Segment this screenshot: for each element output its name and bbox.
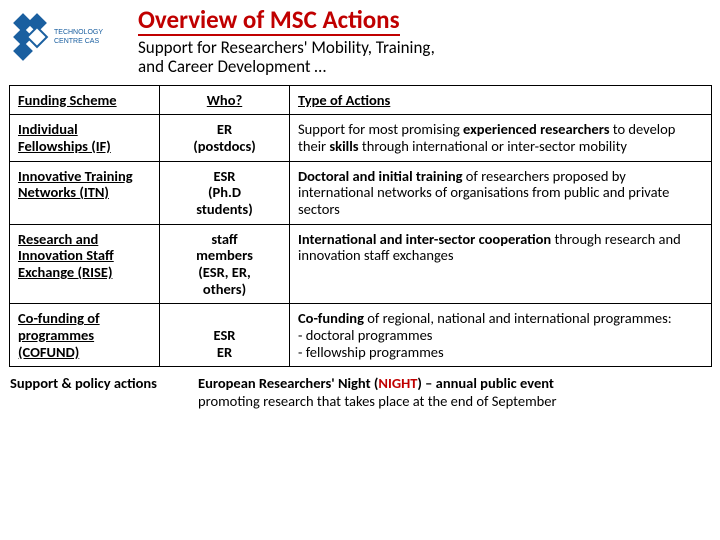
logo-text-1: TECHNOLOGY [54, 29, 103, 36]
cell-scheme: Individual Fellowships (IF) [10, 115, 160, 161]
cell-who: staff members (ESR, ER, others) [160, 224, 290, 304]
cell-type: Co-funding of regional, national and int… [290, 304, 712, 367]
page-subtitle: Support for Researchers' Mobility, Train… [138, 38, 710, 77]
page-title: Overview of MSC Actions [138, 6, 400, 36]
header-type: Type of Actions [290, 85, 712, 115]
cell-type: International and inter-sector cooperati… [290, 224, 712, 304]
footer-left: Support & policy actions [10, 375, 190, 410]
header-scheme: Funding Scheme [10, 85, 160, 115]
cell-type: Support for most promising experienced r… [290, 115, 712, 161]
footer-right: European Researchers' Night (NIGHT) – an… [190, 375, 710, 410]
cell-scheme: Research and Innovation Staff Exchange (… [10, 224, 160, 304]
table-row: Co-funding of programmes (COFUND) ESR ER… [10, 304, 712, 367]
cell-scheme: Co-funding of programmes (COFUND) [10, 304, 160, 367]
cell-who: ER (postdocs) [160, 115, 290, 161]
title-block: Overview of MSC Actions Support for Rese… [120, 6, 710, 77]
cell-who: ESR (Ph.D students) [160, 161, 290, 224]
logo-text-2: CENTRE CAS [54, 38, 99, 45]
logo: TECHNOLOGY CENTRE CAS [10, 6, 120, 70]
table-header-row: Funding Scheme Who? Type of Actions [10, 85, 712, 115]
table-row: Innovative Training Networks (ITN) ESR (… [10, 161, 712, 224]
cell-scheme: Innovative Training Networks (ITN) [10, 161, 160, 224]
cell-type: Doctoral and initial training of researc… [290, 161, 712, 224]
actions-table: Funding Scheme Who? Type of Actions Indi… [9, 85, 712, 368]
footer: Support & policy actions European Resear… [0, 367, 720, 410]
header-who: Who? [160, 85, 290, 115]
table-row: Research and Innovation Staff Exchange (… [10, 224, 712, 304]
cell-who: ESR ER [160, 304, 290, 367]
header: TECHNOLOGY CENTRE CAS Overview of MSC Ac… [0, 0, 720, 79]
table-row: Individual Fellowships (IF) ER (postdocs… [10, 115, 712, 161]
